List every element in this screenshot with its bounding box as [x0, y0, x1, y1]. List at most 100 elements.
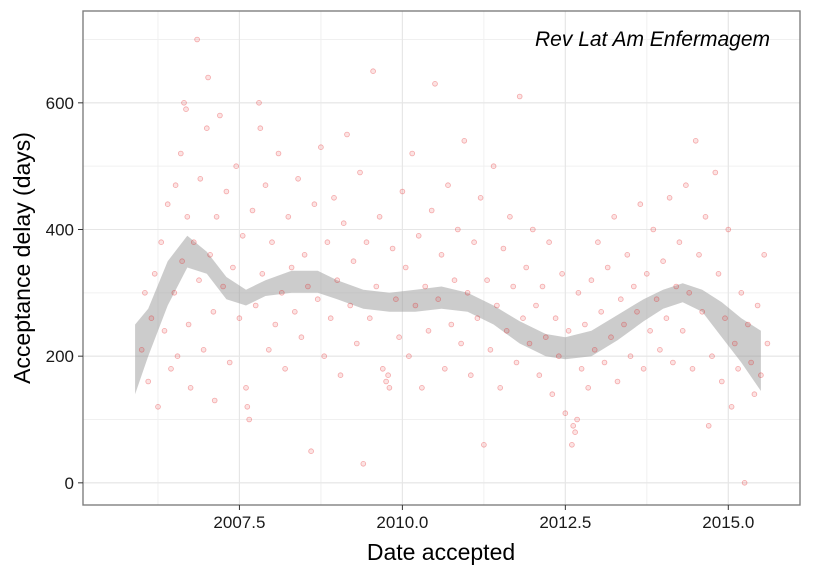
- data-point: [373, 283, 380, 290]
- data-point: [138, 346, 145, 353]
- data-point: [142, 289, 148, 296]
- data-point: [574, 416, 580, 423]
- data-point: [174, 353, 181, 360]
- data-point: [513, 359, 520, 366]
- data-point: [321, 353, 328, 360]
- data-point: [490, 163, 497, 170]
- data-point: [731, 340, 738, 347]
- data-point: [676, 239, 683, 246]
- data-point: [265, 346, 272, 353]
- data-point: [448, 321, 455, 328]
- data-point: [510, 283, 517, 290]
- data-point: [745, 321, 751, 328]
- data-point: [735, 365, 741, 372]
- data-point: [621, 321, 627, 328]
- data-point: [591, 346, 598, 353]
- data-point: [181, 100, 187, 106]
- data-point: [461, 138, 468, 144]
- data-point: [301, 252, 308, 258]
- data-point: [171, 289, 178, 296]
- x-tick-label: 2010.0: [376, 513, 428, 532]
- x-tick-label: 2007.5: [213, 513, 265, 532]
- data-point: [311, 201, 318, 208]
- data-point: [523, 264, 529, 271]
- data-point: [643, 270, 650, 277]
- data-point: [604, 264, 611, 271]
- data-point: [435, 296, 442, 303]
- data-point: [243, 384, 249, 391]
- data-point: [494, 302, 500, 309]
- data-point: [183, 106, 189, 112]
- data-point: [617, 296, 624, 303]
- data-point: [350, 258, 357, 265]
- data-point: [670, 359, 676, 366]
- data-point: [196, 277, 202, 284]
- data-point: [467, 372, 474, 379]
- data-point: [725, 226, 732, 233]
- data-point: [634, 308, 640, 315]
- data-point: [327, 315, 334, 322]
- data-point: [484, 277, 490, 284]
- data-points: [138, 36, 771, 486]
- data-point: [748, 359, 754, 366]
- data-point: [220, 283, 226, 290]
- data-point: [585, 384, 591, 391]
- data-point: [673, 283, 679, 290]
- data-point: [324, 239, 331, 246]
- x-tick-label: 2015.0: [702, 513, 754, 532]
- data-point: [451, 277, 458, 284]
- data-point: [572, 429, 578, 436]
- data-point: [683, 182, 689, 189]
- data-point: [205, 74, 211, 81]
- data-point: [533, 302, 539, 309]
- data-point: [151, 270, 158, 277]
- data-point: [295, 176, 301, 182]
- data-point: [500, 245, 507, 252]
- data-point: [246, 416, 253, 423]
- data-point: [705, 422, 712, 429]
- data-point: [536, 372, 543, 379]
- data-point: [539, 283, 546, 290]
- data-point: [611, 214, 617, 220]
- data-point: [686, 289, 692, 296]
- data-point: [445, 182, 451, 189]
- data-point: [696, 252, 702, 258]
- data-point: [148, 315, 155, 322]
- data-point: [278, 289, 285, 296]
- data-point: [344, 131, 350, 138]
- data-point: [178, 150, 184, 157]
- data-point: [197, 176, 204, 182]
- data-point: [565, 327, 572, 334]
- data-point: [385, 372, 391, 379]
- data-point: [650, 226, 657, 233]
- data-point: [285, 214, 292, 220]
- data-point: [520, 315, 526, 322]
- y-tick-label: 200: [46, 347, 74, 366]
- data-point: [529, 226, 536, 233]
- data-point: [252, 302, 259, 309]
- data-point: [230, 264, 236, 271]
- data-point: [419, 384, 425, 391]
- data-point: [751, 391, 758, 398]
- data-point: [275, 150, 282, 157]
- data-point: [738, 289, 745, 296]
- data-point: [503, 327, 510, 334]
- data-point: [409, 150, 416, 157]
- data-point: [357, 169, 363, 176]
- data-point: [262, 182, 269, 189]
- x-axis: 2007.5 2010.0 2012.5 2015.0: [213, 505, 754, 532]
- data-point: [412, 302, 419, 309]
- y-tick-label: 0: [65, 474, 74, 493]
- data-point: [415, 233, 422, 239]
- data-point: [481, 441, 487, 448]
- data-point: [298, 334, 305, 341]
- data-point: [728, 403, 735, 410]
- data-point: [507, 214, 513, 220]
- data-point: [211, 397, 218, 404]
- journal-annotation: Rev Lat Am Enfermagem: [535, 28, 770, 51]
- data-point: [624, 252, 631, 258]
- data-point: [709, 353, 715, 360]
- data-point: [425, 327, 432, 334]
- y-axis-title: Acceptance delay (days): [9, 132, 35, 384]
